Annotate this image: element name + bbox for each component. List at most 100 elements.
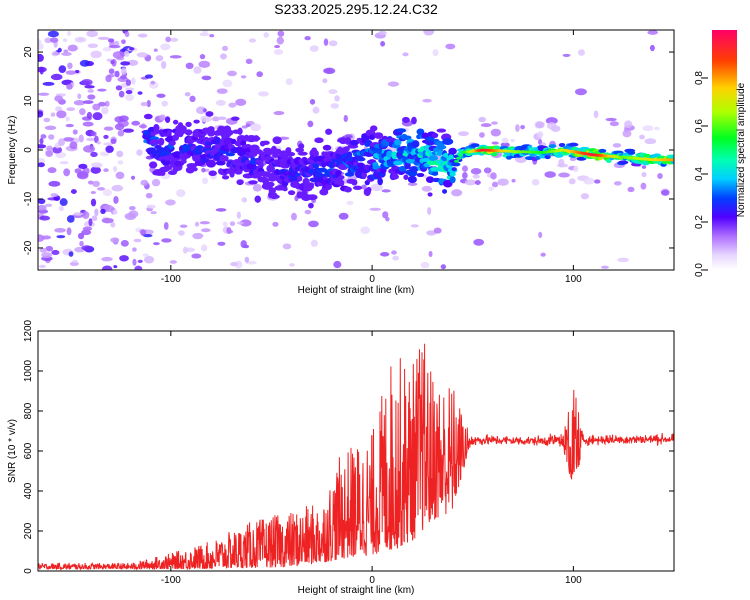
heatmap-cell <box>609 121 619 127</box>
heatmap-cell <box>194 221 200 227</box>
heatmap-cell <box>161 238 172 243</box>
heatmap-cell <box>54 95 63 102</box>
heatmap-cell <box>143 113 153 120</box>
heatmap-cell <box>275 148 282 155</box>
heatmap-cell <box>196 106 207 115</box>
heatmap-cell <box>86 111 93 119</box>
heatmap-cell <box>427 192 433 197</box>
heatmap-cell <box>431 132 439 138</box>
heatmap-cell <box>138 124 148 129</box>
heatmap-cell <box>427 207 432 215</box>
heatmap-cell <box>91 162 103 168</box>
heatmap-cell <box>301 156 308 162</box>
heatmap-cell <box>451 162 461 167</box>
heatmap-cell <box>125 89 133 95</box>
heatmap-cell <box>387 81 400 87</box>
heatmap-cell <box>230 261 238 267</box>
heatmap-cell <box>62 38 68 43</box>
heatmap-cell <box>131 175 136 180</box>
heatmap-cell <box>110 221 116 228</box>
heatmap-cell <box>432 49 439 57</box>
heatmap-cell <box>211 116 220 122</box>
heatmap-cell <box>90 198 97 207</box>
heatmap-cell <box>102 188 113 197</box>
heatmap-cell <box>86 30 99 38</box>
heatmap-cell <box>290 212 297 221</box>
heatmap-cell <box>88 218 93 227</box>
heatmap-cell <box>381 189 391 193</box>
heatmap-cell <box>263 32 269 38</box>
heatmap-cell <box>338 212 349 220</box>
heatmap-cell <box>612 143 622 148</box>
heatmap-cell <box>323 67 336 75</box>
heatmap-cell <box>120 240 129 247</box>
heatmap-marks <box>38 30 674 270</box>
heatmap-cell <box>77 93 82 99</box>
heatmap-cell <box>622 129 632 138</box>
heatmap-cell <box>128 210 139 218</box>
heatmap-cell <box>140 179 149 186</box>
heatmap-cell <box>258 91 269 97</box>
heatmap-cell <box>401 116 410 124</box>
heatmap-cell <box>142 234 153 238</box>
heatmap-cell <box>121 39 126 45</box>
heatmap-cell <box>185 62 194 70</box>
heatmap-cell <box>136 52 148 58</box>
heatmap-cell <box>99 151 110 157</box>
heatmap-cell <box>478 116 486 123</box>
heatmap-cell <box>92 103 101 111</box>
heatmap-cell <box>573 165 579 173</box>
heatmap-cell <box>177 125 187 132</box>
heatmap-cell <box>169 55 182 59</box>
heatmap-cell <box>110 60 115 65</box>
heatmap-cell <box>470 143 480 148</box>
heatmap-cell <box>241 197 248 203</box>
heatmap-cell <box>105 74 112 83</box>
heatmap-cell <box>491 121 498 125</box>
heatmap-cell <box>491 141 499 145</box>
heatmap-cell <box>322 144 332 151</box>
heatmap-cell <box>222 45 229 51</box>
y-tick-label: 200 <box>23 522 34 539</box>
heatmap-cell <box>132 258 137 266</box>
heatmap-cell <box>421 185 432 192</box>
heatmap-cell <box>351 179 358 186</box>
heatmap-cell <box>273 49 284 56</box>
heatmap-cell <box>137 259 143 263</box>
heatmap-cell <box>42 81 55 86</box>
heatmap-cell <box>112 51 125 59</box>
heatmap-cell <box>131 77 136 85</box>
heatmap-cell <box>58 205 64 212</box>
heatmap-cell <box>490 172 497 180</box>
heatmap-cell <box>124 31 130 38</box>
heatmap-cell <box>199 32 210 37</box>
colorbar-tick-label: 0.6 <box>694 119 705 133</box>
heatmap-cell <box>182 246 188 254</box>
heatmap-cell <box>170 37 178 42</box>
heatmap-cell <box>577 49 585 56</box>
heatmap-cell <box>250 123 261 132</box>
heatmap-cell <box>151 178 161 187</box>
heatmap-cell <box>644 138 657 145</box>
heatmap-cell <box>569 157 577 162</box>
heatmap-cell <box>368 134 376 140</box>
colorbar-tick-label: 0.4 <box>694 167 705 181</box>
heatmap-cell <box>605 117 617 122</box>
heatmap-cell <box>544 171 556 178</box>
heatmap-cell <box>55 106 63 112</box>
heatmap-cell <box>153 123 160 132</box>
heatmap-cell <box>74 69 80 74</box>
heatmap-cell <box>69 141 78 150</box>
heatmap-cell <box>139 229 147 235</box>
heatmap-cell <box>222 221 228 227</box>
y-tick-label: 1000 <box>23 359 34 382</box>
heatmap-cell <box>334 95 340 102</box>
heatmap-cell <box>256 71 263 78</box>
heatmap-cell <box>38 157 46 164</box>
heatmap-cell <box>276 36 284 45</box>
heatmap-cell <box>428 250 433 258</box>
heatmap-cell <box>245 123 251 128</box>
heatmap-cell <box>46 145 53 152</box>
heatmap-cell <box>115 171 125 180</box>
